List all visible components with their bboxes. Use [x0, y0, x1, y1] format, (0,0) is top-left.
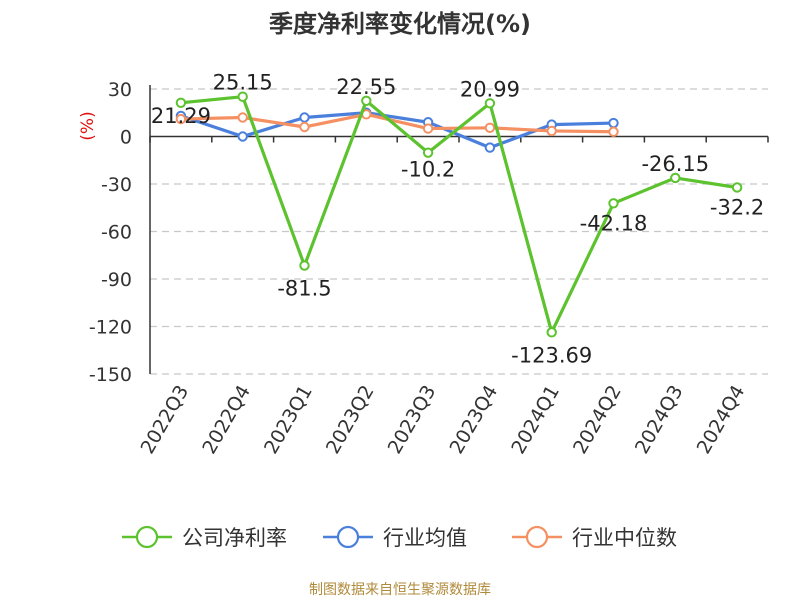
series-point: [237, 91, 248, 102]
series-line: [180, 95, 738, 334]
x-tick-label: 2024Q3: [631, 382, 688, 458]
series-point: [361, 95, 372, 106]
x-axis: 2022Q3 2022Q4 2023Q1 2023Q2 2023Q3 2023Q4 2024…: [136, 85, 769, 458]
series-point: [299, 260, 310, 271]
legend-item: 行业均值: [323, 525, 467, 550]
legend-marker-icon: [336, 525, 360, 549]
series-point: [546, 327, 557, 338]
legend-label: 行业中位数: [572, 526, 677, 550]
x-tick-label: 2023Q3: [384, 382, 441, 458]
data-label: 21.29: [151, 104, 211, 128]
series-point: [608, 117, 619, 129]
data-label: -26.15: [641, 152, 709, 176]
data-label: -123.69: [511, 343, 592, 367]
legend-item: 公司净利率: [122, 525, 287, 550]
series-point: [484, 98, 496, 109]
series-point: [731, 182, 743, 193]
series-point: [484, 122, 496, 133]
series-point: [670, 172, 681, 184]
series-lines: [175, 91, 743, 338]
y-axis-unit: (%): [78, 111, 98, 140]
x-tick-label: 2022Q4: [198, 382, 255, 458]
x-tick-label: 2024Q1: [507, 382, 564, 458]
grid-lines: [150, 88, 768, 375]
y-tick-label: -60: [101, 222, 132, 244]
series-line: [180, 112, 614, 134]
series-point: [422, 123, 434, 134]
series-point: [237, 131, 248, 142]
series-point: [546, 125, 557, 137]
legend-label: 公司净利率: [182, 526, 287, 550]
data-label: -10.2: [401, 158, 455, 182]
legend-marker-icon: [135, 525, 159, 549]
series-point: [237, 112, 248, 123]
data-label: 20.99: [460, 77, 520, 101]
series-point: [608, 126, 619, 137]
y-axis-ticks: 30 0 -30 -60 -90 -120 -150: [89, 79, 132, 386]
y-tick-label: 0: [120, 127, 132, 149]
legend-item: 行业中位数: [512, 525, 677, 550]
y-tick-label: -30: [101, 174, 132, 196]
x-tick-label: 2023Q1: [260, 382, 317, 458]
data-label: -32.2: [710, 195, 764, 219]
x-tick-label: 2023Q2: [322, 382, 379, 458]
series-point: [608, 198, 619, 209]
y-tick-label: 30: [108, 79, 132, 101]
y-tick-label: -120: [89, 317, 132, 339]
y-tick-label: -90: [101, 269, 132, 291]
source-note: 制图数据来自恒生聚源数据库: [309, 582, 491, 598]
y-tick-label: -150: [89, 364, 132, 386]
series-point: [299, 121, 310, 133]
legend-marker-icon: [525, 525, 549, 549]
legend-label: 行业均值: [383, 526, 467, 550]
data-label: 25.15: [213, 71, 273, 95]
data-label: -81.5: [277, 277, 331, 301]
x-tick-label: 2024Q2: [569, 382, 626, 458]
legend: 公司净利率 行业均值 行业中位数: [122, 525, 677, 550]
series-point: [299, 112, 310, 123]
x-tick-label: 2024Q4: [693, 382, 750, 458]
data-label: 22.55: [336, 75, 396, 99]
series-line: [180, 111, 614, 150]
series-point: [422, 147, 434, 158]
series-point: [175, 97, 187, 108]
x-tick-label: 2023Q4: [445, 382, 502, 458]
series-point: [484, 142, 496, 153]
data-label: -42.18: [580, 211, 648, 235]
x-tick-label: 2022Q3: [136, 382, 193, 458]
chart-title: 季度净利率变化情况(%): [269, 10, 531, 38]
series-point: [175, 113, 187, 125]
